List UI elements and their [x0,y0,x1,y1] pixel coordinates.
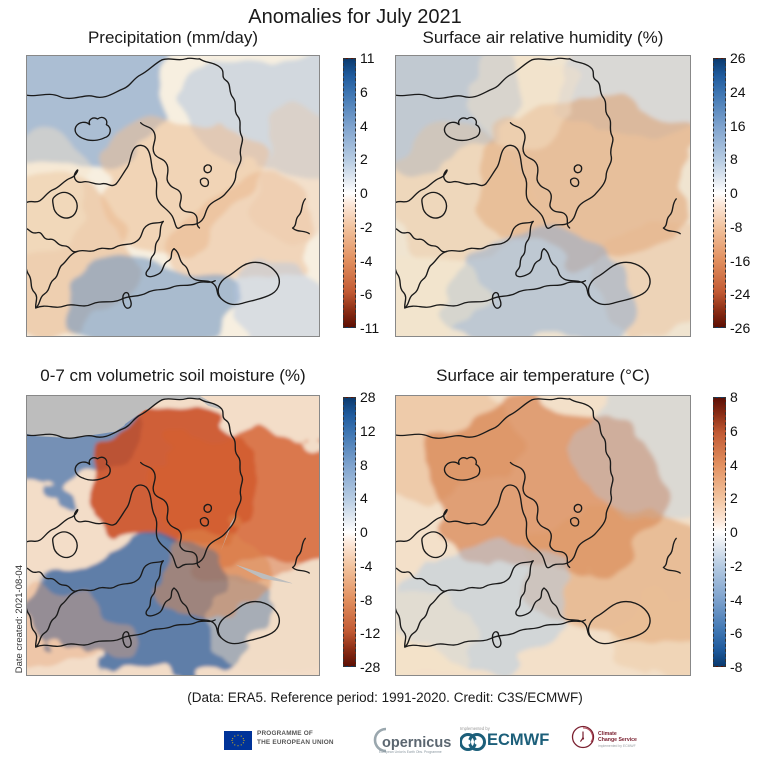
svg-text:opernicus: opernicus [382,735,451,751]
svg-text:European Union's Earth Obs. Pr: European Union's Earth Obs. Programme [379,750,442,754]
svg-text:Change Service: Change Service [598,737,637,743]
svg-text:ECMWF: ECMWF [487,731,549,749]
svg-text:implemented by ECMWF: implemented by ECMWF [598,744,636,748]
